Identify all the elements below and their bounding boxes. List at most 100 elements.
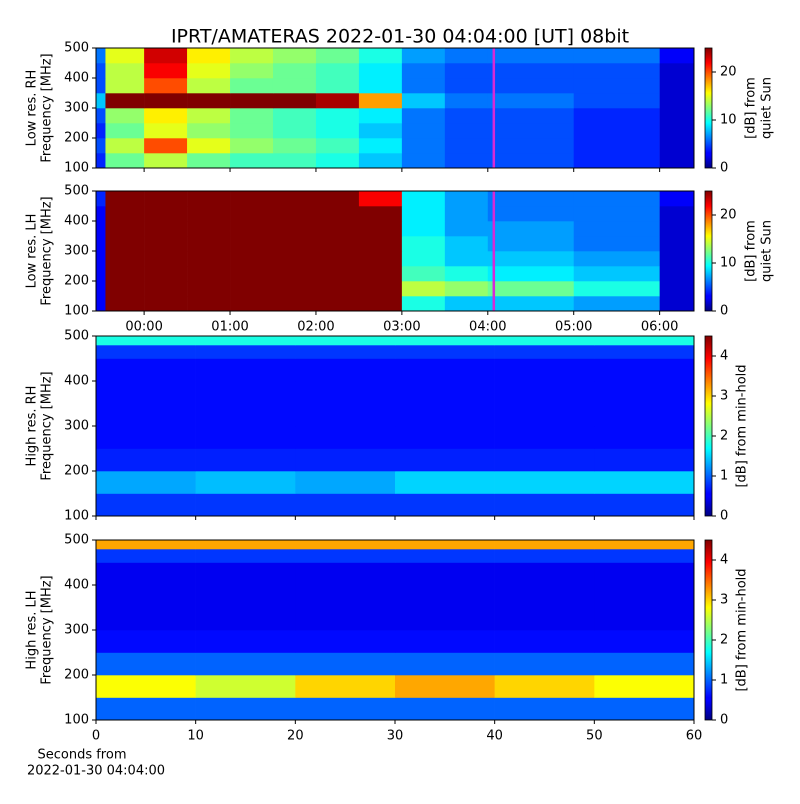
heat-cell (494, 675, 595, 698)
heat-cell (444, 48, 489, 64)
heat-cell (105, 138, 145, 154)
heat-cell (594, 493, 695, 517)
heat-cell (358, 281, 403, 297)
y-axis-label: Frequency [MHz] (40, 196, 55, 305)
heat-cell (96, 281, 106, 297)
heat-cell (401, 78, 446, 94)
heat-cell (96, 138, 106, 154)
heat-cell (401, 138, 446, 154)
y-tick-label: 300 (64, 101, 89, 116)
heat-cell (195, 675, 296, 698)
heat-cell (195, 549, 296, 563)
heat-cell (358, 48, 403, 64)
heat-cell (105, 221, 145, 237)
heat-cell (573, 221, 660, 237)
heat-cell (594, 381, 695, 427)
heat-cell (230, 48, 274, 64)
heat-cell (187, 236, 231, 252)
heat-cell (494, 549, 595, 563)
heat-cell (487, 63, 575, 79)
heat-cell (594, 426, 695, 449)
heat-cell (96, 675, 196, 698)
heat-cell (96, 562, 196, 586)
heat-cell (315, 153, 360, 169)
heat-cell (96, 93, 106, 109)
y-tick-label: 100 (64, 713, 89, 728)
heat-cell (487, 266, 575, 282)
heat-cell (105, 251, 145, 267)
y-axis-label: High res. RH (25, 386, 40, 467)
colorbar-tick-label: 4 (720, 553, 728, 568)
heat-cell (187, 123, 231, 139)
heat-cell (487, 206, 575, 222)
heat-cell (594, 448, 695, 472)
heat-cell (187, 138, 231, 154)
x-tick-label: 10 (187, 729, 204, 744)
heat-cell (444, 63, 489, 79)
heat-cell (573, 191, 660, 207)
y-tick-label: 400 (64, 374, 89, 389)
heat-cell (96, 153, 106, 169)
heat-cell (487, 48, 575, 64)
heat-cell (401, 236, 446, 252)
heat-cell (401, 251, 446, 267)
heat-cell (395, 675, 495, 698)
heat-cell (96, 48, 106, 64)
heat-cell (295, 336, 396, 346)
heat-cell (573, 236, 660, 252)
heat-cell (358, 153, 403, 169)
heat-cell (395, 549, 495, 563)
heat-cell (573, 296, 660, 312)
colorbar-label: [dB] from min-hold (735, 364, 750, 487)
colorbar-tick-label: 0 (720, 509, 728, 524)
heat-cell (144, 63, 188, 79)
y-tick-label: 500 (64, 41, 89, 56)
heat-cell (494, 345, 595, 359)
heat-cell (272, 123, 317, 139)
heat-cell (444, 296, 489, 312)
heat-cell (659, 123, 695, 139)
colorbar-label: quiet Sun (760, 77, 775, 139)
heat-cell (144, 191, 188, 207)
y-tick-label: 400 (64, 214, 89, 229)
heat-cell (96, 206, 106, 222)
heat-cell (295, 358, 396, 382)
heat-cell (659, 236, 695, 252)
heat-cell (96, 585, 196, 631)
heat-cell (444, 236, 489, 252)
heat-cell (272, 281, 317, 297)
heat-cell (401, 206, 446, 222)
colorbar-label: quiet Sun (760, 220, 775, 282)
heat-cell (230, 108, 274, 124)
heat-cell (187, 296, 231, 312)
y-tick-label: 100 (64, 509, 89, 524)
heat-cell (315, 93, 360, 109)
heat-cell (187, 266, 231, 282)
heat-cell (494, 336, 595, 346)
heat-cell (272, 78, 317, 94)
heat-cell (195, 471, 296, 494)
heat-cell (96, 697, 196, 721)
heat-cell (358, 123, 403, 139)
heat-cell (358, 78, 403, 94)
heat-cell (105, 153, 145, 169)
colorbar-tick-label: 2 (720, 633, 728, 648)
colorbar-tick-label: 10 (720, 113, 737, 128)
y-axis-label: Low res. LH (25, 214, 40, 289)
heat-cell (487, 138, 575, 154)
heat-cell (401, 191, 446, 207)
heat-cell (395, 426, 495, 449)
heat-cell (487, 108, 575, 124)
heat-cell (444, 206, 489, 222)
heat-cell (96, 493, 196, 517)
colorbar-tick-label: 0 (720, 304, 728, 319)
heat-cell (187, 78, 231, 94)
heat-cell (195, 426, 296, 449)
heat-cell (187, 191, 231, 207)
heat-cell (659, 78, 695, 94)
heat-cell (144, 138, 188, 154)
heat-cell (96, 191, 106, 207)
colorbar-tick-label: 2 (720, 429, 728, 444)
heat-cell (401, 63, 446, 79)
